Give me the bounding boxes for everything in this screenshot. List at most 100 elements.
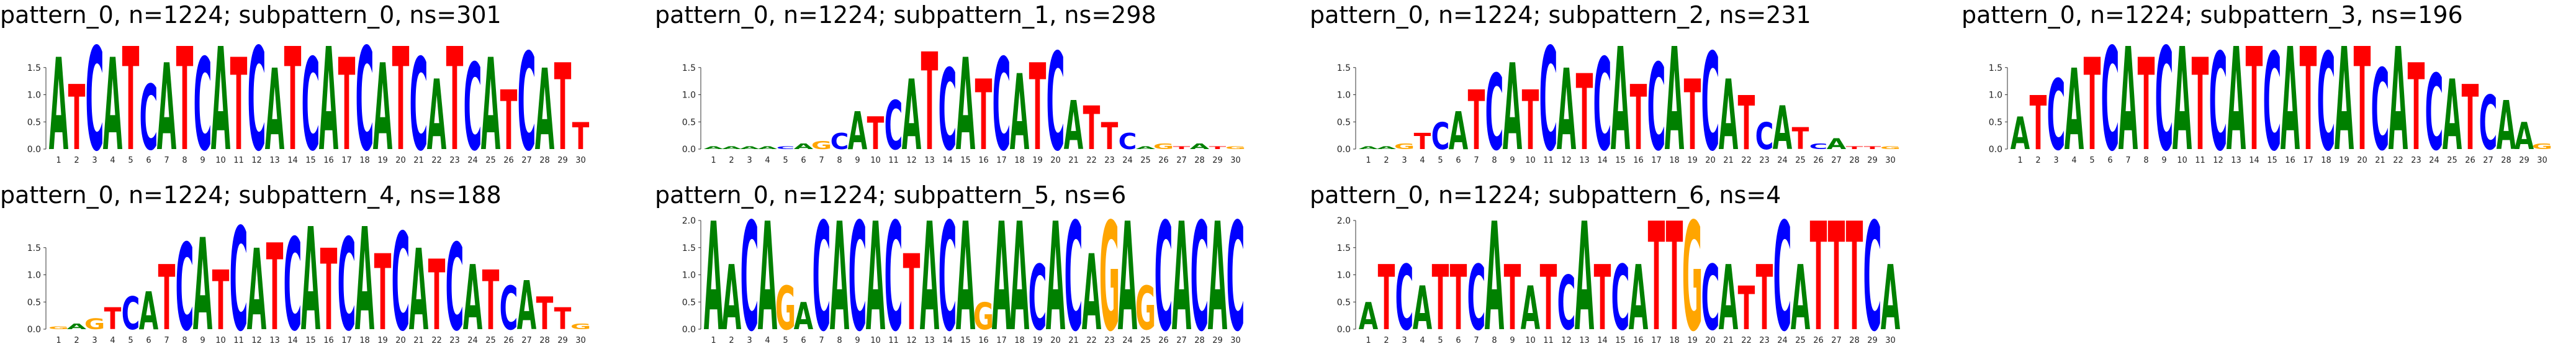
x-tick-label: 14 <box>942 336 953 345</box>
logo-letter-c: C <box>2317 25 2336 181</box>
x-tick-label: 12 <box>251 156 262 165</box>
x-tick-label: 2 <box>74 156 79 165</box>
x-tick-label: 9 <box>2161 156 2166 165</box>
logo-letter-a: A <box>1557 45 1576 176</box>
x-tick-label: 21 <box>1723 156 1734 165</box>
x-tick-label: 23 <box>1104 156 1115 165</box>
x-tick-label: 24 <box>1122 336 1133 345</box>
logo-letter-a: A <box>1010 191 1029 354</box>
logo-letter-a: A <box>1010 53 1029 174</box>
logo-letter-t: T <box>374 233 392 354</box>
x-tick-label: 4 <box>1420 336 1425 345</box>
logo-letter-c: C <box>176 219 194 354</box>
x-tick-label: 2 <box>1384 336 1389 345</box>
x-tick-label: 9 <box>855 336 860 345</box>
logo-letter-c: C <box>140 66 158 170</box>
x-tick-label: 27 <box>1176 156 1187 165</box>
x-tick-label: 20 <box>1050 156 1061 165</box>
x-tick-label: 5 <box>128 336 133 345</box>
x-tick-label: 15 <box>960 336 971 345</box>
x-tick-label: 19 <box>1032 336 1043 345</box>
x-tick-label: 25 <box>2447 156 2457 165</box>
x-tick-label: 7 <box>819 336 824 345</box>
x-tick-label: 12 <box>251 336 262 345</box>
x-tick-label: 29 <box>557 336 568 345</box>
y-tick-label: 0.5 <box>27 117 41 127</box>
logo-letter-t: T <box>158 247 176 350</box>
logo-letter-g: G <box>570 322 591 331</box>
x-tick-label: 19 <box>1032 156 1043 165</box>
logo-letter-a: A <box>535 45 554 176</box>
x-tick-label: 26 <box>1813 156 1824 165</box>
x-tick-label: 24 <box>1122 156 1133 165</box>
x-tick-label: 2 <box>2035 156 2040 165</box>
logo-letter-c: C <box>813 191 831 354</box>
x-tick-label: 15 <box>305 336 316 345</box>
logo-letter-a: A <box>722 145 742 150</box>
logo-letter-a: A <box>1449 101 1468 161</box>
logo-letter-c: C <box>2479 81 2498 167</box>
logo-letter-t: T <box>2408 39 2425 178</box>
x-tick-label: 28 <box>539 336 550 345</box>
logo-letter-c: C <box>1539 17 1558 183</box>
x-tick-label: 19 <box>1687 336 1698 345</box>
panel-title: pattern_0, n=1224; subpattern_0, ns=301 <box>0 1 502 29</box>
logo-letter-a: A <box>1413 275 1432 344</box>
x-tick-label: 3 <box>747 156 752 165</box>
x-tick-label: 16 <box>1633 336 1644 345</box>
logo-letter-t: T <box>975 59 993 172</box>
x-tick-label: 10 <box>2177 156 2187 165</box>
logo-letter-a: A <box>1521 275 1540 344</box>
x-tick-label: 14 <box>287 156 298 165</box>
logo-letter-a: A <box>49 32 68 179</box>
logo-letter-g: G <box>775 275 796 344</box>
logo-letter-t: T <box>572 115 590 158</box>
logo-letter-t: T <box>554 39 572 178</box>
logo-letter-g: G <box>1394 142 1415 151</box>
logo-letter-c: C <box>1701 247 1720 350</box>
x-tick-label: 28 <box>1849 156 1860 165</box>
x-tick-label: 10 <box>1525 336 1536 345</box>
x-tick-label: 19 <box>1687 156 1698 165</box>
logo-letter-t: T <box>867 107 885 160</box>
logo-letter-t: T <box>230 32 248 179</box>
x-tick-label: 17 <box>341 156 352 165</box>
logo-letter-a: A <box>481 32 500 179</box>
x-tick-label: 9 <box>200 336 205 345</box>
logo-letter-c: C <box>2101 17 2120 183</box>
x-tick-label: 3 <box>1402 336 1407 345</box>
x-tick-label: 18 <box>359 156 370 165</box>
logo-letter-c: C <box>1755 115 1774 158</box>
x-tick-label: 30 <box>1885 156 1896 165</box>
logo-letter-a: A <box>902 59 921 172</box>
x-tick-label: 8 <box>837 156 842 165</box>
x-tick-label: 25 <box>1140 336 1151 345</box>
x-tick-label: 30 <box>1885 336 1896 345</box>
logo-letter-g: G <box>811 139 832 152</box>
logo-letter-t: T <box>921 25 939 181</box>
x-tick-label: 3 <box>1402 156 1407 165</box>
x-tick-label: 8 <box>182 336 187 345</box>
y-tick-label: 0.0 <box>27 145 41 155</box>
logo-letter-c: C <box>885 191 903 354</box>
logo-letter-a: A <box>427 59 446 172</box>
x-tick-label: 30 <box>1230 336 1241 345</box>
x-tick-label: 27 <box>1176 336 1187 345</box>
logo-letter-t: T <box>536 288 554 340</box>
logo-letter-c: C <box>741 191 759 354</box>
logo-letter-a: A <box>2173 17 2192 183</box>
x-tick-label: 17 <box>996 156 1007 165</box>
logo-letter-c: C <box>392 205 410 354</box>
y-tick-label: 1.0 <box>27 271 41 281</box>
logo-letter-t: T <box>482 253 500 349</box>
x-tick-label: 11 <box>233 156 244 165</box>
x-tick-label: 25 <box>1795 336 1806 345</box>
x-tick-label: 13 <box>924 156 935 165</box>
x-tick-label: 6 <box>2107 156 2112 165</box>
y-tick-label: 1.0 <box>1989 91 2002 101</box>
x-tick-label: 16 <box>978 336 989 345</box>
x-tick-label: 16 <box>323 336 334 345</box>
logo-letter-c: C <box>446 219 464 354</box>
logo-letter-a: A <box>830 191 849 354</box>
